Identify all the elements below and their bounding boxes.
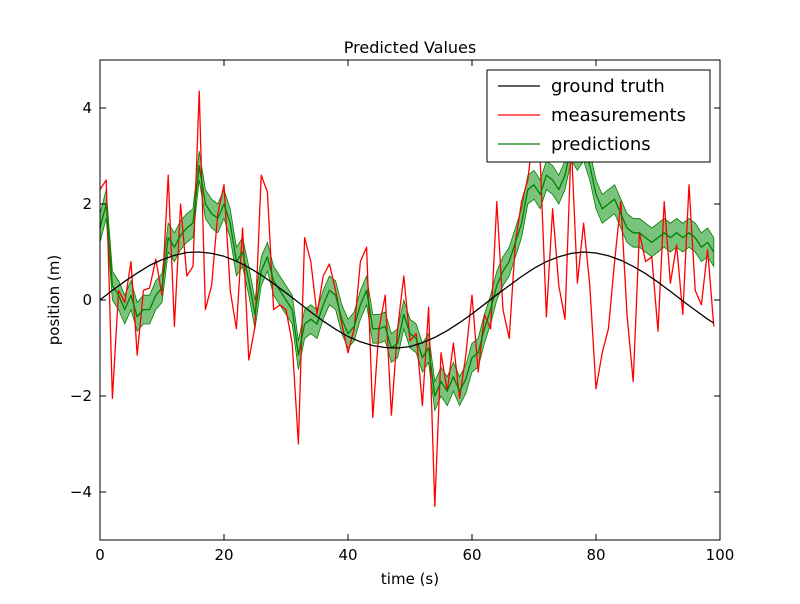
x-axis-label: time (s) [381,570,439,588]
x-tick-label: 60 [462,546,481,564]
legend-label-predictions: predictions [551,134,651,155]
y-tick-label: −2 [70,387,92,405]
y-tick-label: 4 [82,99,92,117]
series-lines-group [99,90,715,508]
predictions-line [99,145,715,397]
legend-label-measurements: measurements [551,105,686,126]
y-tick-label: −4 [70,483,92,501]
legend-box [486,69,711,163]
axis-ticks-group: 0 20 40 60 80 100 −4 −2 0 2 4 [70,60,734,564]
x-tick-label: 0 [95,546,105,564]
measurements-line [99,90,715,508]
y-tick-label: 2 [82,195,92,213]
x-tick-label: 40 [338,546,357,564]
chart-title: Predicted Values [344,38,476,57]
legend: ground truth measurements predictions [486,69,711,163]
y-tick-label: 0 [82,291,92,309]
legend-label-ground-truth: ground truth [551,76,665,97]
y-axis-label: position (m) [45,255,63,346]
x-tick-label: 20 [214,546,233,564]
ground-truth-line [99,251,715,349]
x-tick-label: 100 [706,546,735,564]
x-tick-label: 80 [586,546,605,564]
